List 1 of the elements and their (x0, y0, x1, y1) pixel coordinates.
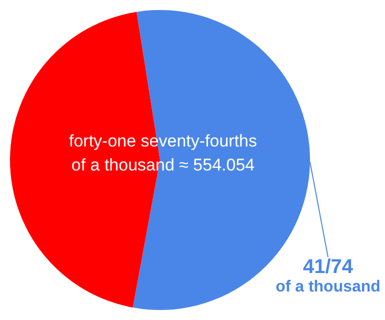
slice-label: 41/74 of a thousand (276, 256, 380, 296)
